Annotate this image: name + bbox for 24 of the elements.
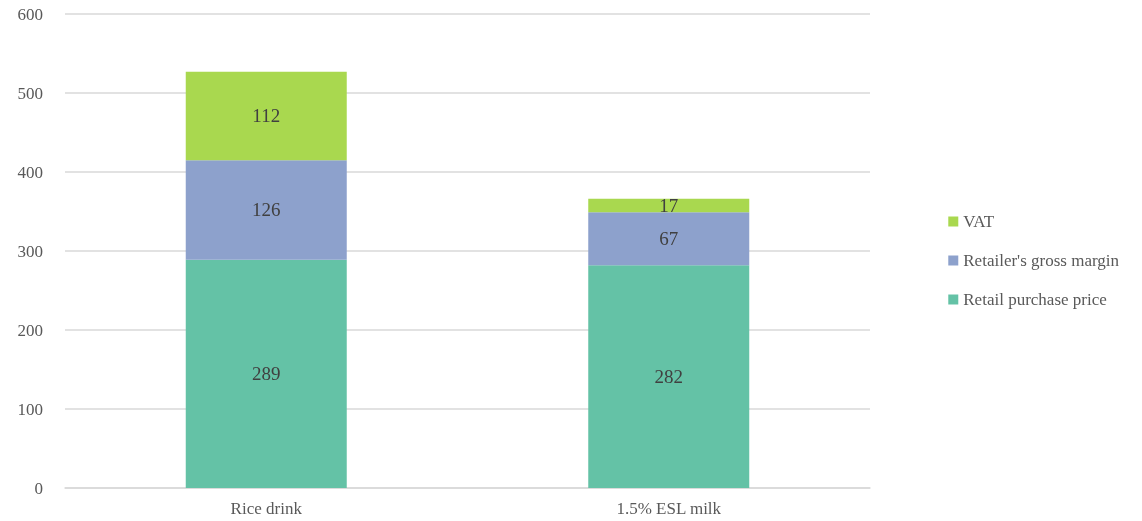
bar	[588, 212, 750, 266]
data-label: 126	[252, 199, 281, 221]
y-tick-label: 400	[17, 162, 43, 182]
y-tick-label: 300	[17, 241, 43, 261]
y-tick-label: 200	[17, 320, 43, 340]
y-tick-label: 0	[34, 478, 43, 498]
bar	[185, 259, 347, 488]
legend-label: VAT	[963, 212, 995, 231]
data-label: 112	[252, 105, 281, 127]
data-label: 67	[659, 228, 679, 250]
legend-label: Retail purchase price	[963, 290, 1107, 309]
x-tick-label: Rice drink	[230, 499, 303, 518]
legend-label: Retailer's gross margin	[963, 251, 1120, 270]
data-label: 17	[659, 195, 679, 217]
bar	[588, 265, 750, 488]
y-tick-label: 500	[17, 83, 43, 103]
bar	[588, 198, 750, 213]
y-tick-label: 100	[17, 399, 43, 419]
data-label: 282	[654, 366, 683, 388]
bar	[185, 71, 347, 161]
bar	[185, 160, 347, 260]
x-tick-label: 1.5% ESL milk	[616, 499, 722, 518]
data-label: 289	[252, 363, 281, 385]
y-tick-label: 600	[17, 4, 43, 24]
